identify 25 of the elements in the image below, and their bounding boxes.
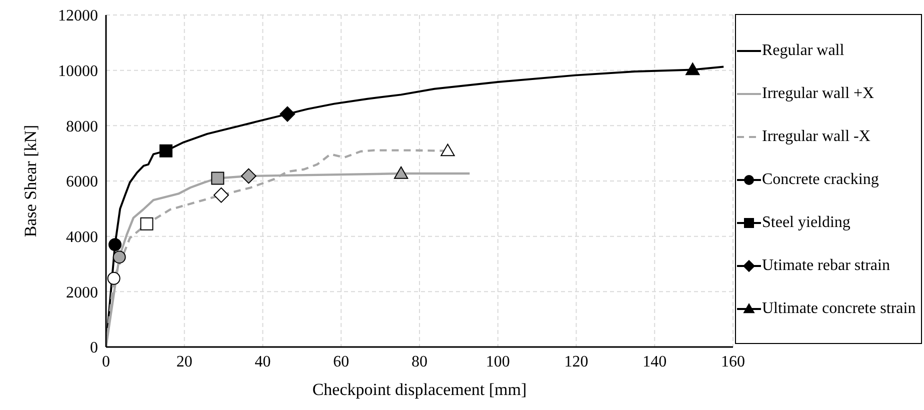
legend-label: Ultimate concrete strain [762,299,916,318]
x-tick-label: 140 [642,353,667,370]
x-tick-label: 60 [333,353,350,370]
x-tick-label: 40 [254,353,271,370]
y-tick-label: 12000 [58,8,98,25]
x-tick-label: 0 [102,353,110,370]
legend-label: Irregular wall +X [762,84,874,103]
x-tick-label: 160 [721,353,745,370]
y-tick-label: 0 [90,340,98,357]
legend-label: Regular wall [762,41,844,60]
y-tick-label: 10000 [58,63,98,80]
y-tick-label: 6000 [66,174,98,191]
legend-label: Utimate rebar strain [762,256,890,275]
y-axis-title: Base Shear [kN] [21,124,40,238]
y-tick-label: 8000 [66,118,98,136]
x-axis-title: Checkpoint displacement [mm] [312,380,527,399]
x-tick-label: 120 [564,353,588,370]
y-tick-label: 2000 [66,284,98,302]
legend-label: Concrete cracking [762,170,879,189]
legend-label: Steel yielding [762,213,850,232]
x-tick-label: 80 [412,353,428,370]
x-tick-label: 20 [176,353,192,370]
y-tick-label: 4000 [66,229,98,246]
legend-label: Irregular wall -X [762,127,870,146]
x-tick-label: 100 [486,353,510,370]
